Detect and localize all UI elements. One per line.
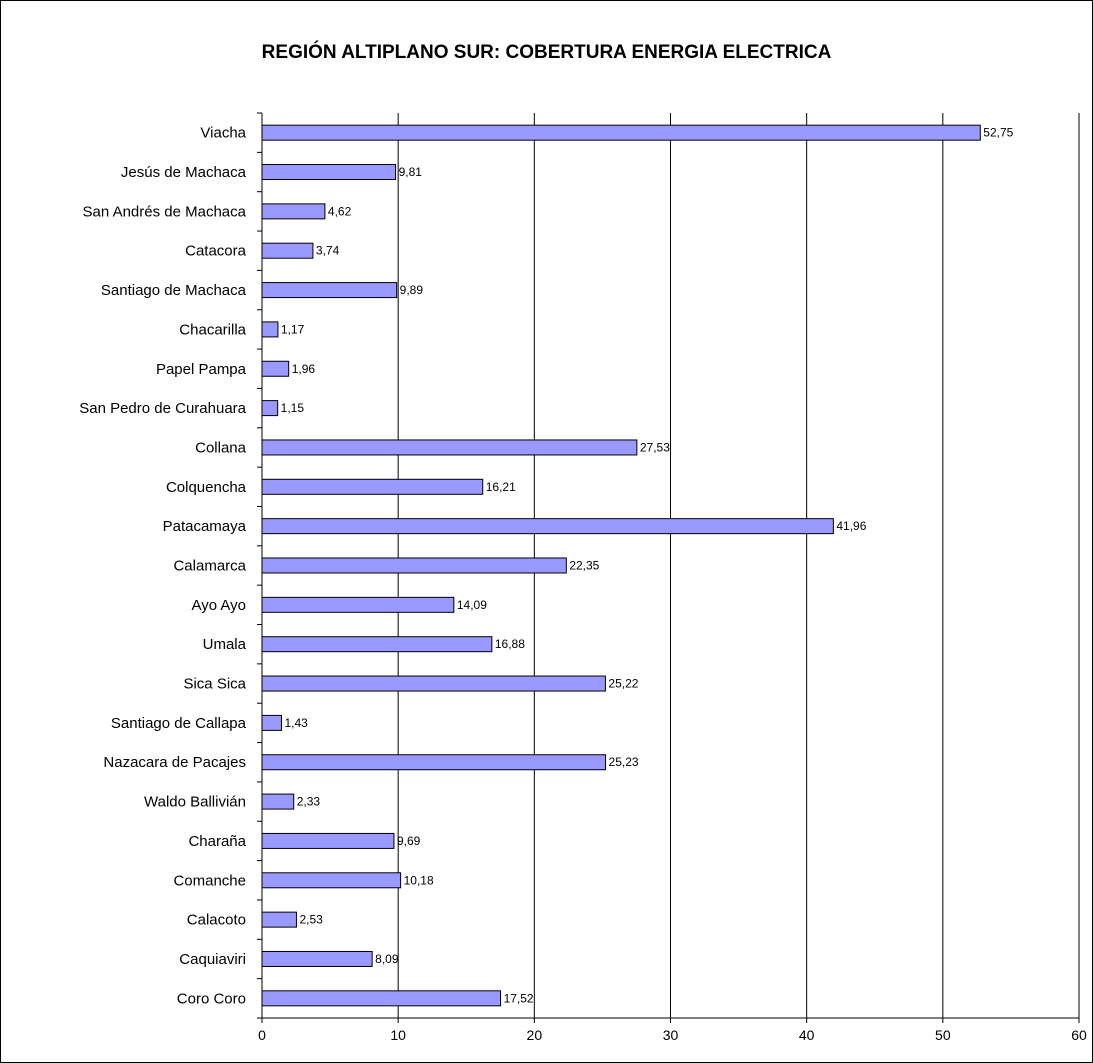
x-tick-label-3: 30 bbox=[663, 1027, 679, 1043]
category-label-10: Patacamaya bbox=[163, 518, 247, 535]
category-label-14: Sica Sica bbox=[183, 676, 246, 693]
data-label-9: 16,21 bbox=[486, 480, 516, 494]
category-label-20: Calacoto bbox=[187, 912, 246, 929]
category-label-8: Collana bbox=[195, 439, 247, 456]
bar-22 bbox=[261, 990, 502, 1007]
bar-16 bbox=[261, 754, 607, 771]
bar-18 bbox=[261, 832, 395, 849]
category-label-9: Colquencha bbox=[166, 479, 247, 496]
bar-0 bbox=[261, 124, 981, 141]
x-tick-label-1: 10 bbox=[390, 1027, 406, 1043]
x-tick-label-2: 20 bbox=[527, 1027, 543, 1043]
bar-9 bbox=[261, 478, 484, 495]
plot-area: 0 10 20 30 40 50 60 Viacha 52,75 Jesús de Machaca… bbox=[79, 112, 1087, 1043]
x-tick-label-0: 0 bbox=[258, 1027, 266, 1043]
data-label-5: 1,17 bbox=[281, 322, 305, 336]
bar-11 bbox=[261, 557, 567, 574]
bar-5 bbox=[261, 321, 279, 338]
data-label-0: 52,75 bbox=[983, 126, 1013, 140]
data-label-22: 17,52 bbox=[504, 991, 534, 1005]
category-label-7: San Pedro de Curahuara bbox=[79, 400, 246, 417]
data-label-19: 10,18 bbox=[404, 873, 434, 887]
bar-4 bbox=[261, 282, 398, 299]
bar-21 bbox=[261, 950, 373, 967]
data-label-15: 1,43 bbox=[284, 716, 308, 730]
category-label-18: Charaña bbox=[188, 833, 246, 850]
data-label-13: 16,88 bbox=[495, 637, 525, 651]
chart-title: REGIÓN ALTIPLANO SUR: COBERTURA ENERGIA … bbox=[261, 42, 832, 63]
data-label-20: 2,53 bbox=[299, 913, 323, 927]
data-label-3: 3,74 bbox=[316, 244, 340, 258]
bar-3 bbox=[261, 242, 314, 259]
bar-15 bbox=[261, 714, 282, 731]
category-label-2: San Andrés de Machaca bbox=[83, 203, 247, 220]
bar-10 bbox=[261, 518, 834, 535]
x-tick-label-6: 60 bbox=[1071, 1027, 1087, 1043]
category-label-22: Coro Coro bbox=[177, 990, 246, 1007]
category-label-4: Santiago de Machaca bbox=[101, 282, 247, 299]
x-tick-label-5: 50 bbox=[935, 1027, 951, 1043]
data-label-17: 2,33 bbox=[297, 795, 321, 809]
data-label-8: 27,53 bbox=[640, 440, 670, 454]
data-label-18: 9,69 bbox=[397, 834, 421, 848]
bar-8 bbox=[261, 439, 638, 456]
category-label-1: Jesús de Machaca bbox=[121, 164, 247, 181]
data-label-2: 4,62 bbox=[328, 204, 352, 218]
bar-13 bbox=[261, 636, 493, 653]
category-label-11: Calamarca bbox=[173, 558, 246, 575]
category-label-6: Papel Pampa bbox=[156, 361, 247, 378]
bar-20 bbox=[261, 911, 297, 928]
bar-14 bbox=[261, 675, 606, 692]
category-label-21: Caquiaviri bbox=[179, 951, 246, 968]
category-label-19: Comanche bbox=[173, 872, 246, 889]
data-label-14: 25,22 bbox=[608, 677, 638, 691]
data-label-16: 25,23 bbox=[609, 755, 639, 769]
category-label-0: Viacha bbox=[200, 125, 246, 142]
bar-17 bbox=[261, 793, 295, 810]
data-label-21: 8,09 bbox=[375, 952, 399, 966]
data-label-12: 14,09 bbox=[457, 598, 487, 612]
data-label-1: 9,81 bbox=[399, 165, 423, 179]
bar-1 bbox=[261, 164, 397, 181]
category-label-16: Nazacara de Pacajes bbox=[103, 754, 246, 771]
category-label-12: Ayo Ayo bbox=[192, 597, 247, 614]
bar-6 bbox=[261, 360, 290, 377]
bar-7 bbox=[261, 400, 279, 417]
bar-2 bbox=[261, 203, 326, 220]
category-label-15: Santiago de Callapa bbox=[111, 715, 247, 732]
data-label-6: 1,96 bbox=[292, 362, 316, 376]
category-label-5: Chacarilla bbox=[179, 321, 246, 338]
bar-19 bbox=[261, 872, 402, 889]
x-tick-label-4: 40 bbox=[799, 1027, 815, 1043]
category-label-3: Catacora bbox=[185, 243, 247, 260]
category-label-17: Waldo Ballivián bbox=[144, 794, 246, 811]
category-label-13: Umala bbox=[203, 636, 247, 653]
bar-12 bbox=[261, 596, 455, 613]
data-label-11: 22,35 bbox=[569, 559, 599, 573]
data-label-7: 1,15 bbox=[281, 401, 305, 415]
data-label-10: 41,96 bbox=[836, 519, 866, 533]
data-label-4: 9,89 bbox=[400, 283, 424, 297]
